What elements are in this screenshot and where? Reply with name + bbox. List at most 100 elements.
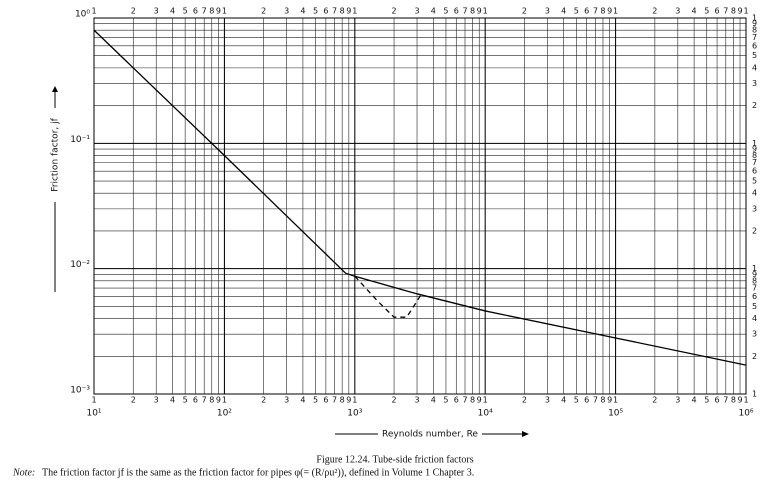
x-minor-label-bottom: 1 [91, 396, 96, 405]
x-minor-label-bottom: 2 [652, 396, 657, 405]
x-minor-label-bottom: 2 [392, 396, 397, 405]
x-minor-label-top: 5 [704, 7, 709, 16]
y-tick-label: 10⁻³ [70, 386, 90, 396]
x-minor-label-bottom: 6 [584, 396, 589, 405]
x-minor-label-bottom: 9 [477, 396, 482, 405]
x-minor-label-top: 8 [470, 7, 475, 16]
x-minor-label-top: 6 [715, 7, 720, 16]
x-minor-label-top: 1 [91, 7, 96, 16]
x-minor-label-bottom: 5 [443, 396, 448, 405]
x-tick-label: 10³ [347, 409, 362, 419]
y-minor-label-right: 1 [752, 14, 757, 23]
x-minor-label-bottom: 4 [431, 396, 436, 405]
x-minor-label-top: 4 [431, 7, 436, 16]
x-minor-label-bottom: 8 [731, 396, 736, 405]
x-minor-label-top: 3 [284, 7, 289, 16]
x-minor-label-top: 2 [522, 7, 527, 16]
x-minor-label-top: 4 [170, 7, 175, 16]
x-minor-label-bottom: 7 [723, 396, 728, 405]
plot-frame [93, 17, 747, 395]
x-minor-label-top: 4 [300, 7, 305, 16]
x-minor-label-top: 6 [193, 7, 198, 16]
y-minor-label-right: 3 [752, 204, 757, 213]
x-minor-label-top: 7 [202, 7, 207, 16]
x-minor-label-top: 6 [584, 7, 589, 16]
x-minor-label-bottom: 2 [522, 396, 527, 405]
x-minor-label-top: 3 [154, 7, 159, 16]
x-minor-label-bottom: 3 [414, 396, 419, 405]
data-line [93, 29, 747, 366]
x-minor-label-top: 7 [462, 7, 467, 16]
x-minor-label-bottom: 3 [154, 396, 159, 405]
x-minor-label-bottom: 8 [600, 396, 605, 405]
x-minor-label-bottom: 4 [300, 396, 305, 405]
x-minor-label-top: 1 [743, 7, 748, 16]
x-label: Reynolds number, Re [382, 430, 478, 440]
x-minor-label-top: 5 [443, 7, 448, 16]
x-minor-label-bottom: 1 [352, 396, 357, 405]
x-minor-label-bottom: 1 [483, 396, 488, 405]
y-minor-label-right: 2 [752, 352, 757, 361]
x-axis-title: Reynolds number, Re [335, 430, 529, 440]
x-minor-label-top: 2 [652, 7, 657, 16]
x-tick-label: 10⁴ [478, 409, 493, 419]
x-minor-label-bottom: 3 [284, 396, 289, 405]
x-minor-label-top: 2 [392, 7, 397, 16]
y-minor-label-right: 8 [752, 151, 757, 160]
y-minor-label-right: 4 [752, 63, 757, 72]
arrow-head [52, 86, 58, 92]
y-minor-label-right: 4 [752, 314, 757, 323]
x-minor-label-top: 7 [593, 7, 598, 16]
x-minor-label-top: 9 [216, 7, 221, 16]
x-minor-label-top: 8 [731, 7, 736, 16]
y-tick-label: 10⁰ [75, 10, 90, 20]
x-minor-label-top: 4 [561, 7, 566, 16]
x-minor-label-top: 7 [332, 7, 337, 16]
y-minor-label-right: 9 [752, 19, 757, 28]
x-minor-label-bottom: 6 [193, 396, 198, 405]
x-minor-label-bottom: 1 [743, 396, 748, 405]
x-minor-label-bottom: 3 [545, 396, 550, 405]
y-minor-label-right: 9 [752, 270, 757, 279]
y-minor-label-right: 2 [752, 101, 757, 110]
x-minor-label-bottom: 5 [704, 396, 709, 405]
x-minor-label-top: 1 [222, 7, 227, 16]
x-minor-label-top: 8 [209, 7, 214, 16]
x-minor-label-bottom: 5 [183, 396, 188, 405]
x-minor-label-bottom: 9 [216, 396, 221, 405]
x-minor-label-bottom: 1 [613, 396, 618, 405]
x-minor-label-bottom: 6 [454, 396, 459, 405]
x-minor-label-bottom: 1 [222, 396, 227, 405]
x-tick-label: 10¹ [86, 409, 101, 419]
x-minor-label-top: 7 [723, 7, 728, 16]
y-axis-title: Friction factor, jf [51, 86, 61, 292]
x-minor-label-bottom: 8 [340, 396, 345, 405]
x-minor-label-bottom: 7 [332, 396, 337, 405]
x-minor-label-bottom: 7 [462, 396, 467, 405]
x-minor-label-bottom: 2 [131, 396, 136, 405]
x-minor-label-top: 9 [346, 7, 351, 16]
y-minor-label-right: 8 [752, 26, 757, 35]
x-minor-label-bottom: 5 [574, 396, 579, 405]
x-minor-label-bottom: 9 [346, 396, 351, 405]
x-minor-label-bottom: 4 [561, 396, 566, 405]
x-tick-label: 10⁶ [738, 409, 753, 419]
x-minor-label-top: 8 [340, 7, 345, 16]
y-minor-label-right: 5 [752, 302, 757, 311]
x-minor-label-bottom: 9 [737, 396, 742, 405]
x-minor-label-top: 3 [414, 7, 419, 16]
x-tick-label: 10² [217, 409, 232, 419]
y-tick-label: 10⁻² [70, 260, 90, 270]
x-minor-label-bottom: 3 [675, 396, 680, 405]
x-minor-label-top: 1 [352, 7, 357, 16]
x-minor-label-top: 9 [737, 7, 742, 16]
y-tick-label: 10⁻¹ [70, 135, 90, 145]
y-minor-label-right: 4 [752, 189, 757, 198]
y-minor-label-right: 3 [752, 79, 757, 88]
y-minor-label-right: 7 [752, 158, 757, 167]
x-minor-label-top: 2 [131, 7, 136, 16]
arrow-head [522, 431, 529, 437]
y-label: Friction factor, jf [51, 117, 61, 191]
